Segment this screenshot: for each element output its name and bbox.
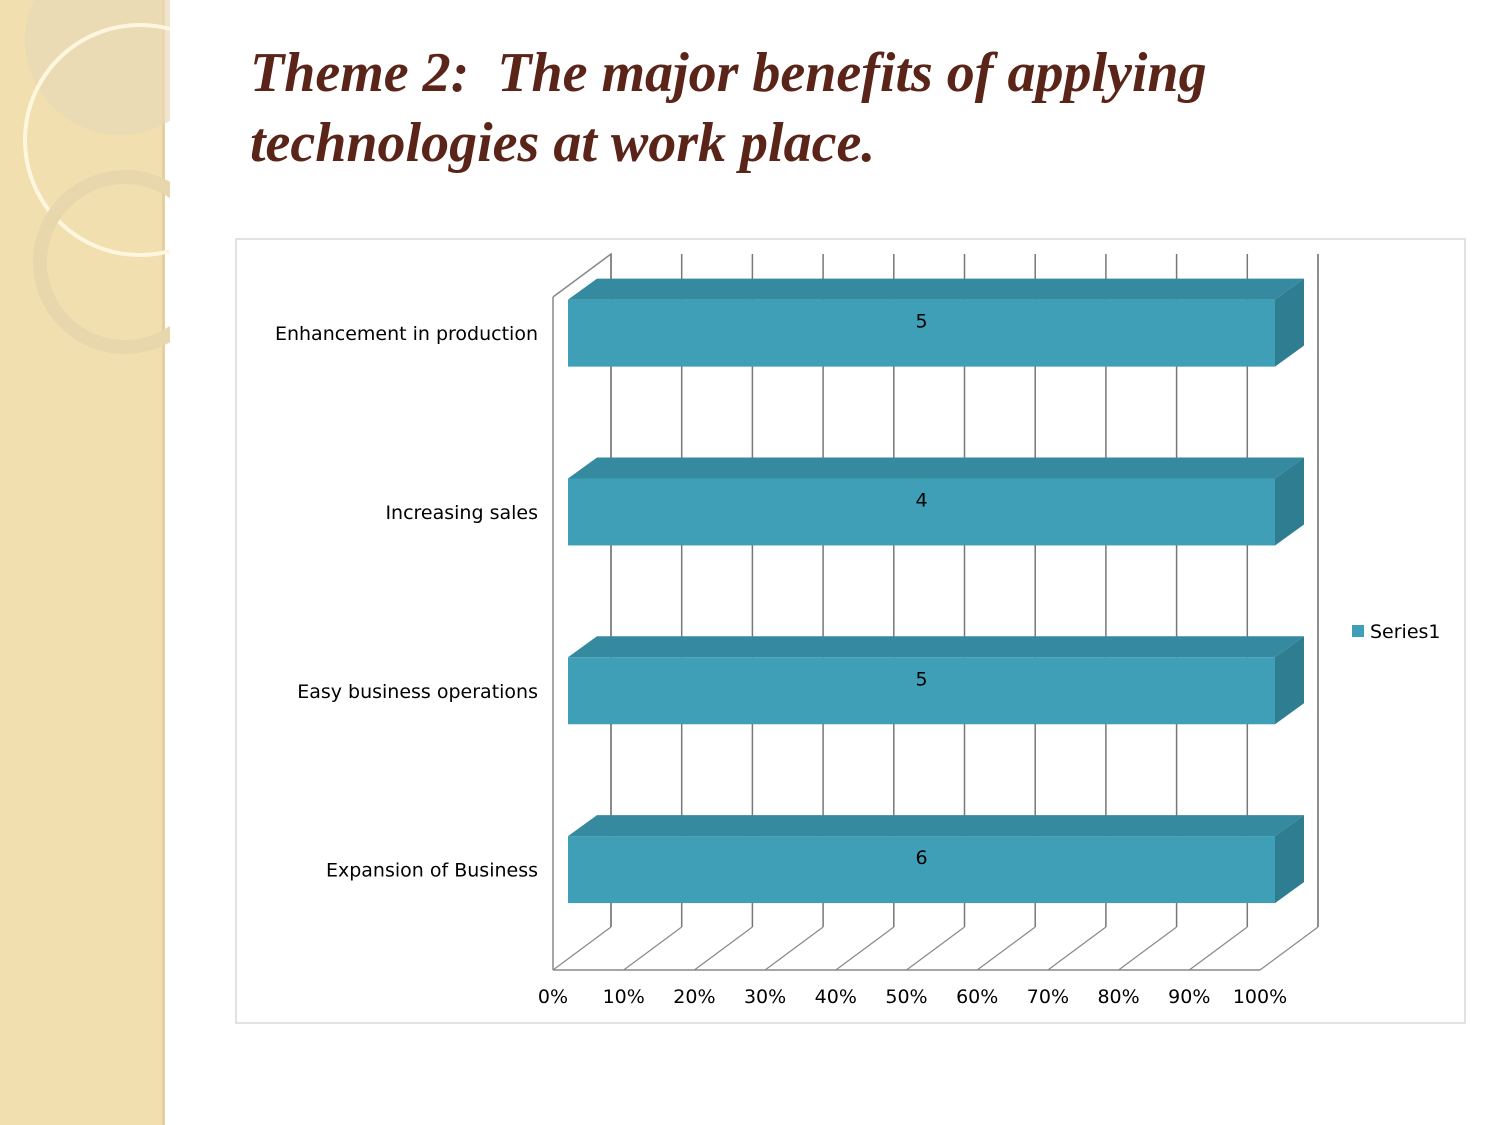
bar: [568, 478, 1275, 546]
floor-grid-line: [1188, 926, 1248, 971]
bar-side: [1275, 278, 1304, 367]
data-label: 5: [915, 668, 927, 690]
bar-side: [1275, 457, 1304, 546]
y-tick-label: Enhancement in production: [275, 323, 538, 345]
floor-grid-line: [1118, 926, 1177, 971]
legend-label: Series1: [1370, 621, 1441, 643]
x-tick-label: 100%: [1233, 986, 1287, 1008]
legend-swatch: [1352, 625, 1364, 637]
y-tick-label: Increasing sales: [385, 502, 538, 524]
floor-grid-line: [976, 926, 1036, 971]
bar: [568, 657, 1275, 725]
floor-grid-line: [552, 926, 612, 971]
x-tick-label: 10%: [603, 986, 645, 1008]
floor-grid-line: [694, 926, 753, 971]
data-label: 4: [915, 489, 927, 511]
x-tick-label: 80%: [1097, 986, 1139, 1008]
x-tick-label: 40%: [815, 986, 857, 1008]
x-tick-label: 0%: [538, 986, 568, 1008]
x-tick-label: 90%: [1168, 986, 1210, 1008]
bar: [568, 836, 1275, 904]
data-label: 5: [915, 311, 927, 333]
y-tick-label: Easy business operations: [297, 681, 538, 703]
y-tick-label: Expansion of Business: [326, 860, 538, 882]
floor-grid-line: [623, 926, 683, 971]
x-tick-label: 50%: [885, 986, 927, 1008]
chart-title: Theme 2: The major benefits of applying …: [250, 42, 1221, 174]
floor-grid-line: [1259, 926, 1319, 971]
bar-top: [568, 815, 1304, 837]
data-label: 6: [915, 847, 927, 869]
bar-side: [1275, 636, 1304, 725]
decor-circles: [23, 0, 170, 354]
x-tick-label: 60%: [956, 986, 998, 1008]
floor-grid-line: [1047, 926, 1107, 971]
bar-side: [1275, 815, 1304, 904]
floor-grid-line: [764, 926, 824, 971]
x-tick-label: 30%: [744, 986, 786, 1008]
x-tick-label: 20%: [673, 986, 715, 1008]
bar: [568, 299, 1275, 367]
x-tick-label: 70%: [1027, 986, 1069, 1008]
bar-top: [568, 457, 1304, 479]
floor-grid-line: [835, 926, 895, 971]
bar-top: [568, 636, 1304, 658]
bar-top: [568, 278, 1304, 300]
floor-grid-line: [906, 926, 965, 971]
